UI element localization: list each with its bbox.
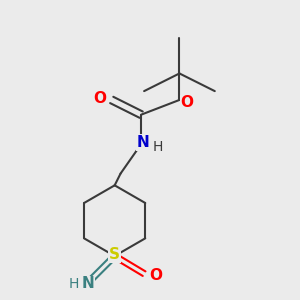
Text: N: N: [136, 135, 149, 150]
Text: O: O: [93, 91, 106, 106]
Text: O: O: [149, 268, 162, 283]
Text: O: O: [180, 95, 193, 110]
Text: S: S: [109, 247, 120, 262]
Text: N: N: [82, 277, 94, 292]
Text: H: H: [68, 277, 79, 291]
Text: H: H: [152, 140, 163, 154]
